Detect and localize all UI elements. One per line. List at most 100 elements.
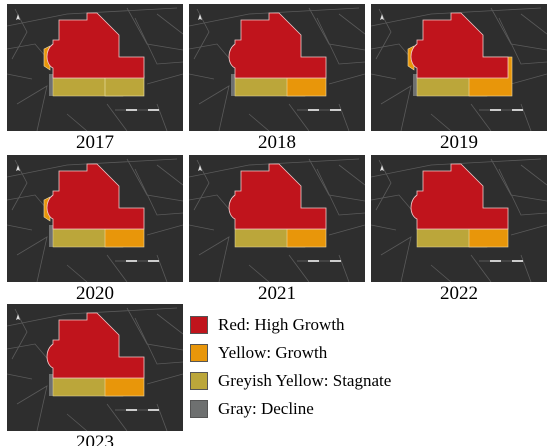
high-growth-zone: [46, 312, 145, 379]
road-line: [338, 254, 350, 282]
scale-bar-segment: [297, 260, 308, 262]
stagnate-zone: [104, 75, 145, 97]
scale-bar-segment: [137, 409, 148, 411]
road-network: [189, 7, 365, 131]
growth-zone: [104, 377, 145, 397]
growth-map: [189, 155, 365, 282]
panel-2023: 2023: [7, 304, 183, 446]
legend-item-high-growth: Red: High Growth: [190, 313, 345, 337]
road-line: [156, 254, 168, 282]
road-line: [470, 254, 492, 282]
north-arrow-icon: [380, 14, 384, 20]
scale-bar-segment: [501, 260, 512, 262]
road-line: [126, 7, 183, 51]
growth-map: [189, 4, 365, 131]
scale-bar-segment: [319, 109, 330, 111]
road-line: [193, 8, 210, 60]
panel-2018: 2018: [189, 4, 365, 158]
road-line: [193, 159, 210, 211]
legend-label: Yellow: Growth: [218, 343, 328, 362]
road-line: [189, 224, 215, 231]
legend-label: Red: High Growth: [218, 315, 345, 334]
year-label: 2020: [76, 283, 114, 304]
year-label: 2021: [258, 283, 296, 304]
high-growth-zone: [46, 12, 145, 79]
road-line: [106, 254, 128, 282]
road-line: [156, 313, 183, 335]
road-line: [7, 224, 33, 231]
high-growth-zone: [228, 12, 327, 79]
year-label: 2022: [440, 283, 478, 304]
map-canvas: [371, 158, 547, 282]
growth-zone: [468, 228, 509, 248]
road-network: [7, 158, 183, 282]
scale-bar-segment: [115, 109, 126, 111]
growth-map: [7, 155, 183, 282]
legend-swatch: [190, 316, 208, 334]
road-line: [470, 103, 492, 131]
road-line: [490, 7, 547, 51]
year-label: 2017: [76, 132, 114, 153]
road-line: [11, 8, 28, 60]
decline-zone: [49, 374, 54, 396]
road-line: [156, 13, 183, 35]
road-line: [126, 307, 183, 351]
road-line: [328, 224, 365, 236]
road-line: [16, 385, 48, 431]
growth-map: [7, 304, 183, 431]
road-line: [338, 164, 365, 186]
road-line: [66, 113, 88, 131]
legend-label: Greyish Yellow: Stagnate: [218, 371, 392, 390]
high-growth-zone: [410, 12, 509, 79]
road-line: [490, 158, 547, 202]
growth-zone: [104, 228, 145, 248]
road-line: [126, 158, 183, 202]
road-line: [146, 224, 183, 236]
road-line: [106, 103, 128, 131]
road-line: [146, 73, 183, 85]
road-line: [156, 403, 168, 431]
road-line: [375, 159, 392, 211]
growth-map: [371, 155, 547, 282]
road-line: [430, 113, 452, 131]
decline-zone: [49, 225, 54, 247]
road-line: [288, 103, 310, 131]
road-network: [371, 158, 547, 282]
road-line: [371, 7, 542, 27]
map-canvas: [7, 158, 183, 282]
panel-2020: 2020: [7, 155, 183, 309]
road-line: [371, 158, 542, 178]
road-line: [106, 403, 128, 431]
road-line: [7, 7, 178, 27]
road-line: [7, 343, 53, 365]
road-line: [189, 158, 360, 178]
high-growth-zone: [410, 163, 509, 230]
road-line: [198, 236, 230, 282]
road-line: [156, 164, 183, 186]
road-line: [134, 317, 183, 365]
road-line: [66, 264, 88, 282]
road-line: [308, 7, 365, 51]
growth-map: [371, 4, 547, 131]
year-label: 2023: [76, 432, 114, 446]
scale-bar-segment: [137, 109, 148, 111]
map-canvas: [7, 7, 183, 131]
road-line: [7, 373, 33, 380]
legend-swatch: [190, 400, 208, 418]
year-label: 2018: [258, 132, 296, 153]
year-label: 2019: [440, 132, 478, 153]
road-line: [134, 168, 183, 216]
north-arrow-icon: [198, 165, 202, 171]
road-line: [338, 13, 365, 35]
road-line: [134, 17, 183, 65]
road-line: [430, 264, 452, 282]
scale-bar-segment: [297, 109, 308, 111]
road-line: [189, 43, 235, 65]
map-canvas: [371, 7, 547, 131]
road-line: [380, 236, 412, 282]
north-arrow-icon: [16, 165, 20, 171]
panel-2017: 2017: [7, 4, 183, 158]
road-line: [520, 164, 547, 186]
road-line: [371, 194, 417, 216]
road-line: [7, 73, 33, 80]
